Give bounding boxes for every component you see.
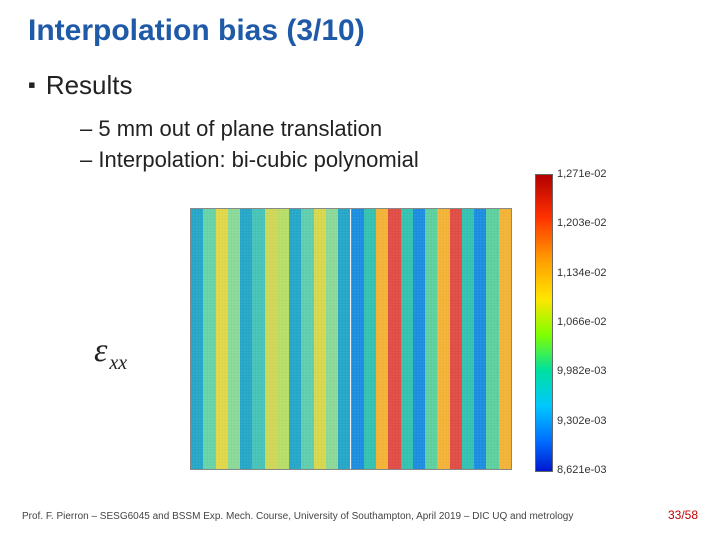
- noise-overlay: [352, 209, 512, 469]
- colorbar-tick-label: 1,134e-02: [557, 267, 637, 279]
- colorbar-labels: 1,271e-021,203e-021,134e-021,066e-029,98…: [557, 174, 637, 470]
- bullet-list: 5 mm out of plane translation Interpolat…: [80, 114, 419, 176]
- epsilon-xx-label: εxx: [94, 332, 127, 375]
- colorbar-area: 1,271e-021,203e-021,134e-021,066e-029,98…: [535, 174, 640, 484]
- strain-maps: [190, 208, 512, 470]
- colorbar-tick-label: 9,302e-03: [557, 415, 637, 427]
- colorbar-tick-label: 1,066e-02: [557, 316, 637, 328]
- slide: Interpolation bias (3/10) Results 5 mm o…: [0, 0, 720, 540]
- epsilon-symbol: ε: [94, 332, 107, 369]
- noise-overlay: [191, 209, 351, 469]
- footer-text: Prof. F. Pierron – SESG6045 and BSSM Exp…: [22, 511, 573, 522]
- bullet-item: Interpolation: bi-cubic polynomial: [80, 145, 419, 176]
- strain-map-left: [191, 209, 351, 469]
- colorbar-tick-label: 8,621e-03: [557, 464, 637, 476]
- slide-title: Interpolation bias (3/10): [28, 14, 365, 48]
- colorbar: [535, 174, 553, 472]
- epsilon-subscript: xx: [109, 352, 127, 374]
- strain-map-right: [351, 209, 512, 469]
- bullet-item: 5 mm out of plane translation: [80, 114, 419, 145]
- colorbar-tick-label: 1,271e-02: [557, 168, 637, 180]
- colorbar-tick-label: 1,203e-02: [557, 217, 637, 229]
- section-heading: Results: [28, 70, 133, 101]
- colorbar-tick-label: 9,982e-03: [557, 365, 637, 377]
- page-number: 33/58: [668, 508, 698, 522]
- figure-area: 1,271e-021,203e-021,134e-021,066e-029,98…: [190, 208, 640, 480]
